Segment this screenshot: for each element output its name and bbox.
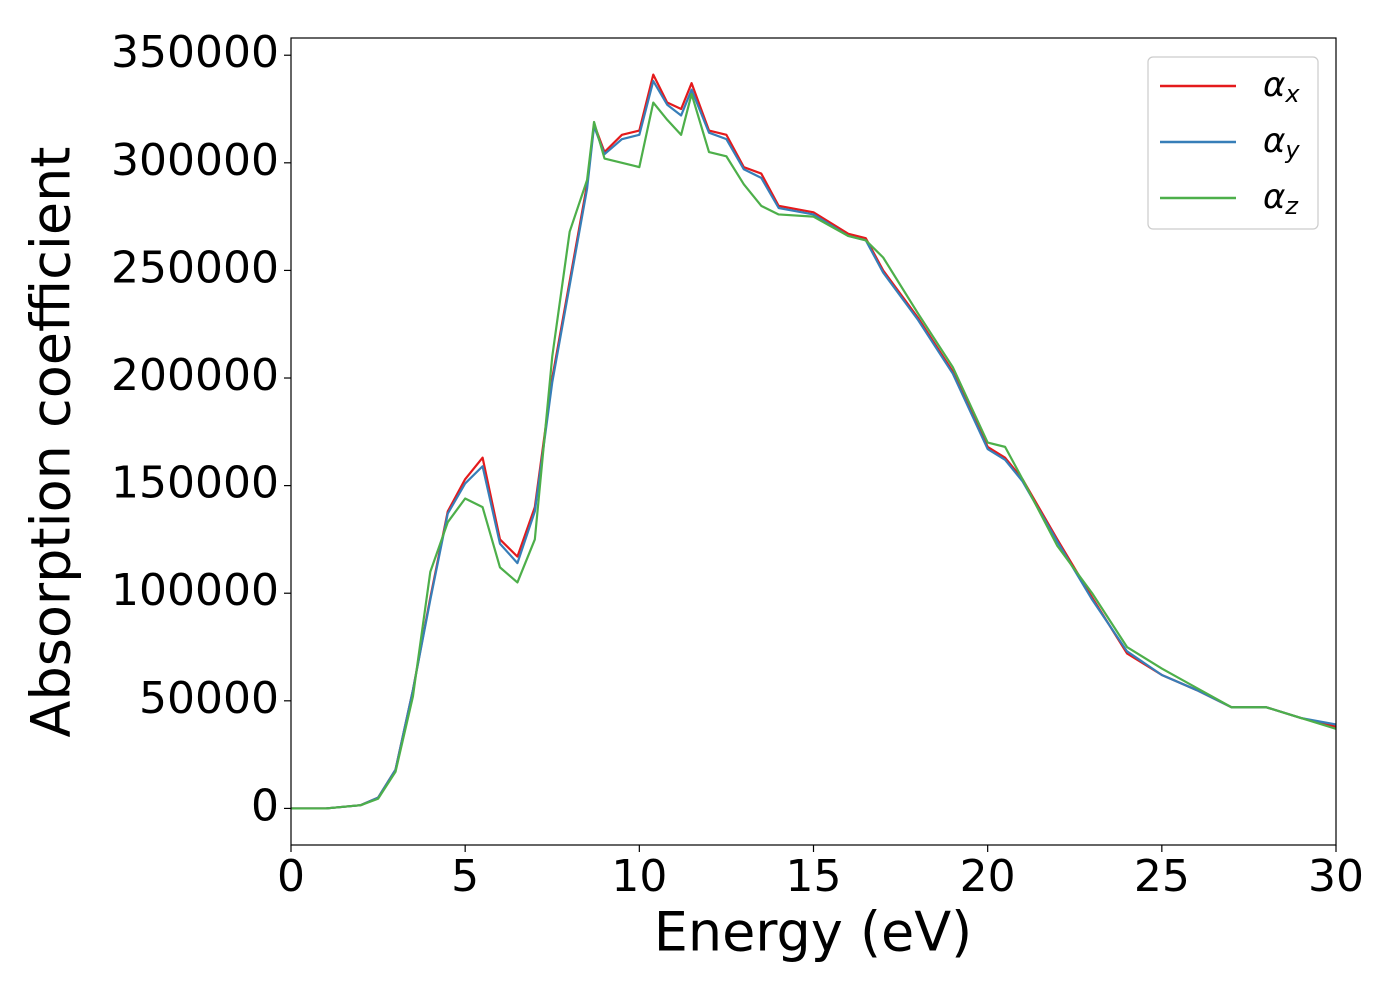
- y-axis-label: Absorption coefficient: [20, 147, 83, 738]
- x-tick-label: 30: [1308, 851, 1364, 902]
- x-tick-label: 15: [786, 851, 842, 902]
- y-tick-label: 300000: [111, 135, 279, 186]
- legend-label: αx: [1263, 65, 1300, 109]
- y-tick-label: 0: [251, 780, 279, 831]
- y-tick-label: 350000: [111, 27, 279, 78]
- series-line: [291, 73, 1337, 810]
- x-tick-label: 5: [451, 851, 479, 902]
- x-tick-label: 10: [611, 851, 667, 902]
- series-line: [291, 92, 1337, 810]
- x-tick-label: 0: [277, 851, 305, 902]
- y-tick-label: 50000: [139, 673, 279, 724]
- y-tick-label: 200000: [111, 350, 279, 401]
- x-tick-label: 20: [960, 851, 1016, 902]
- plot-frame: [290, 37, 1337, 846]
- legend-label: αy: [1263, 121, 1300, 165]
- y-tick-label: 150000: [111, 458, 279, 509]
- y-tick-label: 250000: [111, 242, 279, 293]
- legend-label: αz: [1263, 177, 1299, 221]
- x-axis-label: Energy (eV): [654, 901, 973, 964]
- x-tick-label: 25: [1134, 851, 1190, 902]
- y-tick-label: 100000: [111, 565, 279, 616]
